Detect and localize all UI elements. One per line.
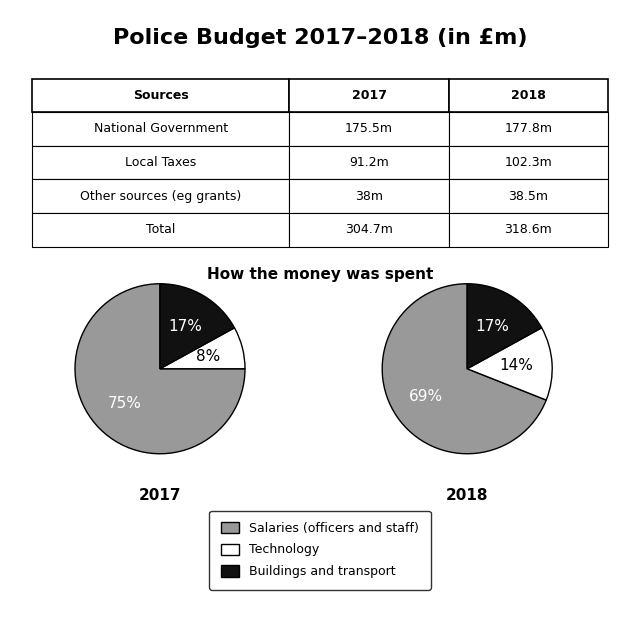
Wedge shape: [467, 284, 541, 369]
Wedge shape: [160, 328, 245, 369]
Text: Police Budget 2017–2018 (in £m): Police Budget 2017–2018 (in £m): [113, 28, 527, 48]
Wedge shape: [467, 328, 552, 400]
Text: 8%: 8%: [196, 349, 220, 364]
Text: 14%: 14%: [499, 358, 533, 373]
Text: How the money was spent: How the money was spent: [207, 267, 433, 282]
Wedge shape: [382, 284, 546, 454]
Wedge shape: [75, 284, 245, 454]
Text: 2018: 2018: [446, 488, 488, 502]
Wedge shape: [160, 284, 234, 369]
Text: 75%: 75%: [108, 396, 142, 411]
Text: 2017: 2017: [139, 488, 181, 502]
Text: 69%: 69%: [410, 389, 444, 404]
Legend: Salaries (officers and staff), Technology, Buildings and transport: Salaries (officers and staff), Technolog…: [209, 511, 431, 589]
Text: 17%: 17%: [168, 319, 202, 334]
Text: 17%: 17%: [476, 319, 509, 334]
